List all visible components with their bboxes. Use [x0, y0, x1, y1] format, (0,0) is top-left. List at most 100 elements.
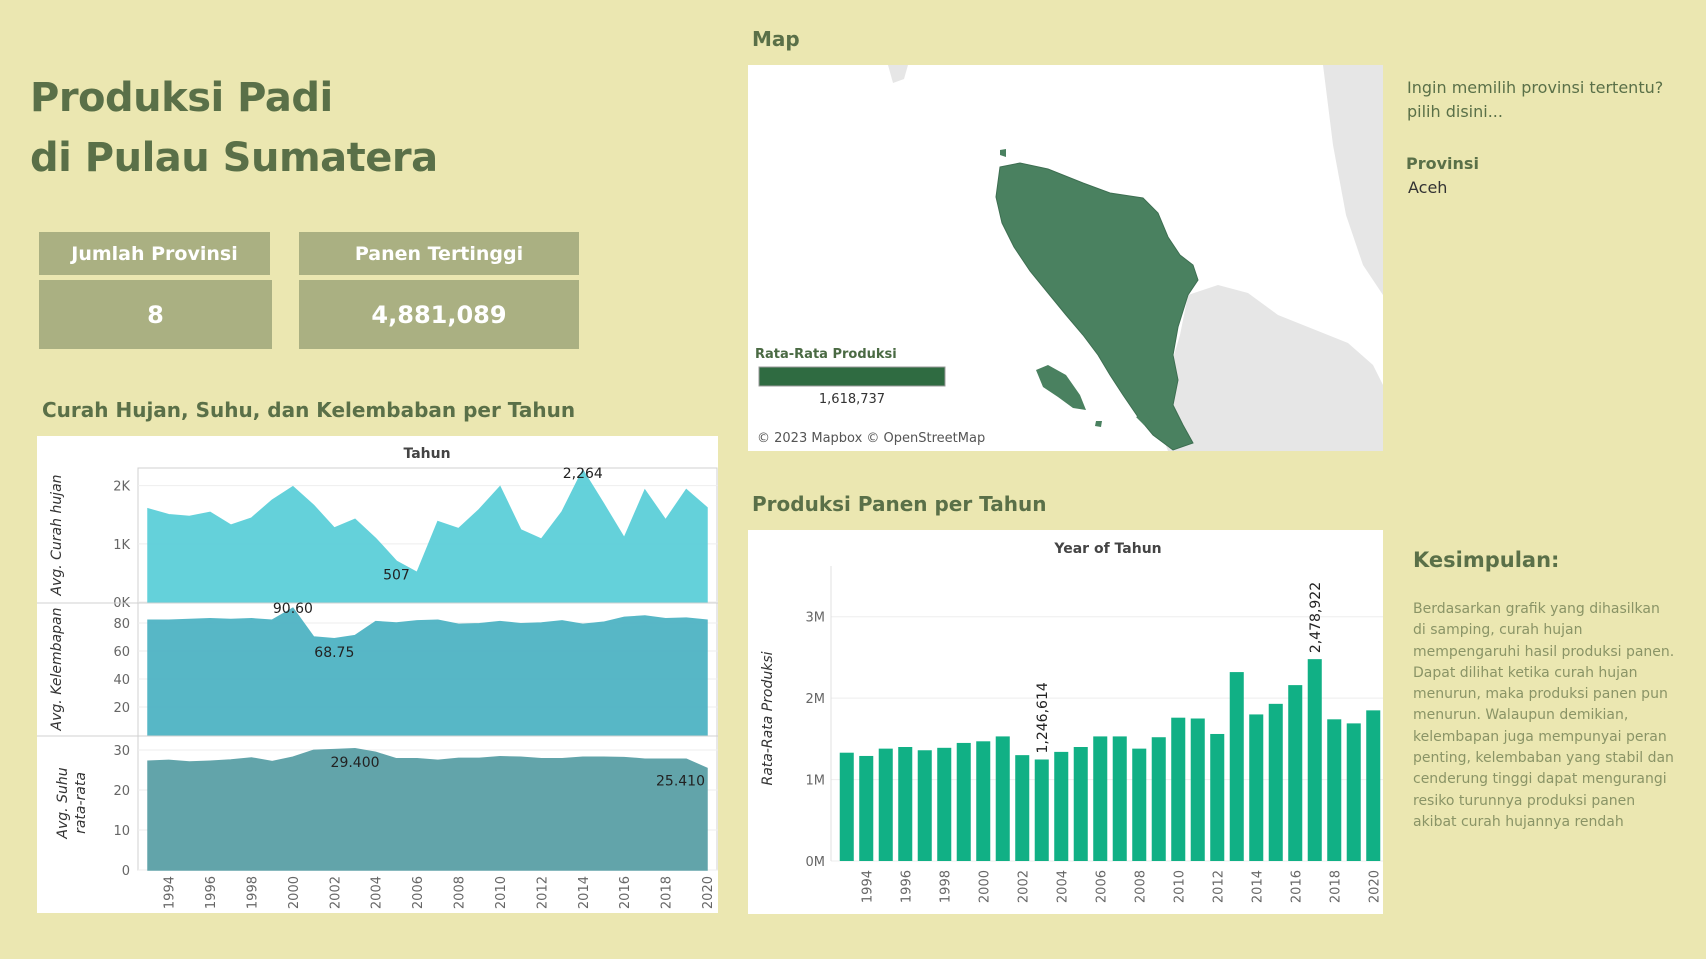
production-annotation: 2,478,922: [1308, 582, 1324, 653]
map-island-simeulue[interactable]: [1036, 365, 1086, 410]
map-island-small[interactable]: [1095, 421, 1102, 427]
production-bar: [1210, 733, 1225, 861]
production-y-label: Rata-Rata Produksi: [760, 651, 776, 785]
climate-x-tick: 2012: [535, 876, 550, 909]
kpi-provinsi-label: Jumlah Provinsi: [39, 232, 270, 275]
climate-y-tick: 60: [113, 645, 130, 660]
selector-label: Provinsi: [1406, 154, 1479, 173]
map-svg[interactable]: Rata-Rata Produksi 1,618,737 © 2023 Mapb…: [748, 65, 1383, 451]
kpi-provinsi-value: 8: [39, 280, 272, 349]
climate-x-tick: 2018: [660, 876, 675, 909]
climate-chart-title: Curah Hujan, Suhu, dan Kelembaban per Ta…: [42, 398, 576, 422]
kpi-panen-value: 4,881,089: [299, 280, 579, 349]
climate-y-tick: 20: [113, 784, 130, 799]
production-annotation: 1,246,614: [1035, 682, 1051, 753]
climate-y-tick: 80: [113, 617, 130, 632]
climate-area-1: [147, 468, 708, 603]
production-bar: [1034, 759, 1049, 861]
production-bar: [1288, 685, 1303, 861]
production-bar: [1171, 717, 1186, 861]
production-bar: [898, 747, 913, 861]
conclusion-text: Berdasarkan grafik yang dihasilkan di sa…: [1413, 601, 1675, 830]
climate-annotation: 90.60: [273, 601, 313, 617]
production-chart-title: Produksi Panen per Tahun: [752, 492, 1047, 516]
production-x-tick: 2008: [1133, 870, 1148, 903]
climate-chart-panel: Tahun 0K 1K 2K Avg. Curah hujan 507 2,264 20 40…: [37, 436, 718, 913]
production-chart[interactable]: Year of Tahun Rata-Rata Produksi 0M 1M 2M 3…: [748, 530, 1383, 914]
production-x-tick: 2016: [1289, 870, 1304, 903]
production-x-tick: 2002: [1016, 870, 1031, 903]
climate-x-tick: 2004: [370, 876, 385, 909]
climate-x-tick: 2002: [328, 876, 343, 909]
climate-x-tick: 2006: [411, 876, 426, 909]
production-x-tick: 2012: [1211, 870, 1226, 903]
map-legend-value: 1,618,737: [819, 392, 885, 407]
climate-x-tick: 2014: [577, 876, 592, 909]
climate-area-3: [147, 748, 708, 871]
production-bar: [1073, 747, 1088, 861]
climate-x-tick: 2008: [453, 876, 468, 909]
climate-y-tick: 0: [122, 864, 130, 879]
climate-annotation: 25.410: [656, 773, 705, 789]
climate-y-tick: 40: [113, 673, 130, 688]
production-x-tick: 2004: [1055, 870, 1070, 903]
production-bar: [1229, 672, 1244, 861]
climate-y-tick: 1K: [113, 538, 130, 553]
production-bar: [878, 748, 893, 861]
production-chart-panel: Year of Tahun Rata-Rata Produksi 0M 1M 2M 3…: [748, 530, 1383, 914]
province-dropdown[interactable]: Aceh: [1408, 178, 1448, 197]
map-island-banyak[interactable]: [1136, 413, 1152, 425]
production-bar: [917, 750, 932, 861]
conclusion-title: Kesimpulan:: [1413, 548, 1560, 572]
climate-x-tick: 2020: [701, 876, 716, 909]
production-x-tick: 2010: [1172, 870, 1187, 903]
climate-y-label-1: Avg. Curah hujan: [49, 474, 65, 596]
production-x-tick: 1996: [899, 870, 914, 903]
climate-y-tick: 2K: [113, 480, 130, 495]
map-title: Map: [752, 27, 800, 51]
production-x-header: Year of Tahun: [1053, 541, 1161, 557]
production-bar: [1346, 723, 1361, 861]
production-bar: [995, 736, 1010, 861]
map-land-island: [888, 65, 908, 83]
climate-x-tick: 1994: [163, 876, 178, 909]
climate-y-tick: 30: [113, 744, 130, 759]
production-bar: [1327, 719, 1342, 861]
map-legend-title: Rata-Rata Produksi: [755, 347, 897, 362]
climate-x-tick: 2010: [494, 876, 509, 909]
climate-y-tick: 20: [113, 701, 130, 716]
climate-y-tick: 10: [113, 824, 130, 839]
map-attribution[interactable]: © 2023 Mapbox © OpenStreetMap: [757, 431, 985, 446]
title-line-1: Produksi Padi: [30, 75, 333, 121]
climate-x-tick: 2016: [618, 876, 633, 909]
map-island-weh[interactable]: [1000, 149, 1006, 157]
map-land-peninsula: [1323, 65, 1383, 295]
selector-prompt: Ingin memilih provinsi tertentu? pilih d…: [1407, 78, 1664, 121]
climate-annotation: 68.75: [314, 645, 354, 661]
production-bar: [1112, 736, 1127, 861]
production-y-tick: 2M: [806, 692, 826, 707]
production-x-tick: 1994: [860, 870, 875, 903]
production-x-tick: 2014: [1250, 870, 1265, 903]
production-x-tick: 2018: [1328, 870, 1343, 903]
map-legend-bar: [758, 366, 946, 387]
production-bar: [1132, 748, 1147, 861]
production-bar: [1054, 751, 1069, 861]
production-bar: [1190, 718, 1205, 861]
map-panel[interactable]: Rata-Rata Produksi 1,618,737 © 2023 Mapb…: [748, 65, 1383, 451]
production-bar: [859, 755, 874, 861]
production-bar: [976, 741, 991, 861]
title-line-2: di Pulau Sumatera: [30, 135, 438, 181]
climate-annotation: 2,264: [563, 466, 603, 482]
kpi-panen-label: Panen Tertinggi: [299, 232, 579, 275]
production-bar: [1366, 710, 1381, 861]
page-title: Produksi Padi di Pulau Sumatera: [30, 68, 438, 188]
production-bar: [937, 747, 952, 861]
map-region-aceh[interactable]: [995, 162, 1199, 451]
production-bar: [1093, 736, 1108, 861]
climate-y-label-2: Avg. Kelembapan: [49, 608, 65, 732]
production-y-tick: 1M: [806, 774, 826, 789]
production-bar: [839, 752, 854, 861]
production-bar: [1249, 714, 1264, 861]
